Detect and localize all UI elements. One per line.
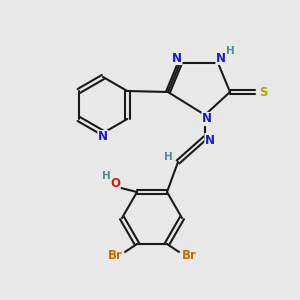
Text: H: H <box>102 171 110 181</box>
Text: N: N <box>205 134 215 146</box>
Text: Br: Br <box>182 250 196 262</box>
Text: H: H <box>226 46 234 56</box>
Text: N: N <box>172 52 182 64</box>
Text: O: O <box>110 176 120 190</box>
Text: N: N <box>202 112 212 125</box>
Text: N: N <box>98 130 108 143</box>
Text: S: S <box>259 85 267 98</box>
Text: N: N <box>216 52 226 64</box>
Text: Br: Br <box>108 250 122 262</box>
Text: H: H <box>164 152 172 162</box>
